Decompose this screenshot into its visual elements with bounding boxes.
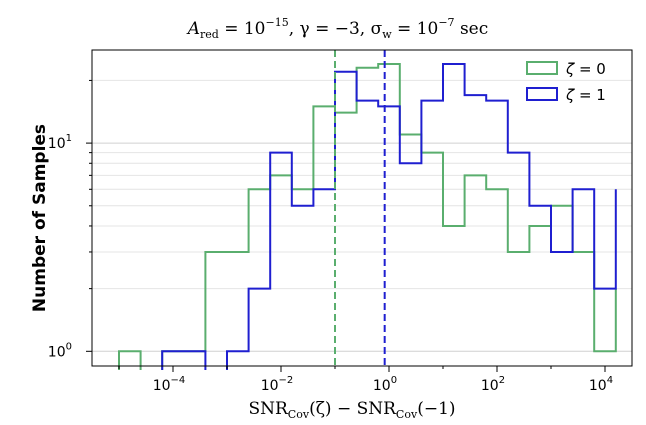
x-tick-label: 100 <box>373 375 397 394</box>
legend-swatch-zeta-0 <box>526 61 558 75</box>
histogram-step-series-1 <box>161 62 617 370</box>
plot-frame <box>91 49 633 367</box>
x-axis-ticks: 10−4 10−2 100 102 104 <box>118 366 613 394</box>
x-tick-label: 102 <box>481 375 505 394</box>
x-tick-label: 10−2 <box>261 375 294 394</box>
histogram-series <box>118 62 617 370</box>
legend-label-zeta-0: ζ = 0 <box>565 60 606 78</box>
legend: ζ = 0 ζ = 1 <box>526 60 606 104</box>
legend-label-zeta-1: ζ = 1 <box>565 86 606 104</box>
median-lines <box>334 50 386 366</box>
chart-title: Ared = 10−15, γ = −3, σw = 10−7 sec <box>186 16 489 41</box>
x-axis-label: SNRCov(ζ) − SNRCov(−1) <box>248 399 455 421</box>
x-tick-label: 10−4 <box>153 375 186 394</box>
histogram-step-series-0 <box>118 62 617 370</box>
gridlines <box>92 79 632 352</box>
legend-swatch-zeta-1 <box>526 87 558 101</box>
y-axis-label: Number of Samples <box>30 124 50 312</box>
y-tick-label: 100 <box>48 341 72 360</box>
x-tick-label: 104 <box>589 375 613 394</box>
y-axis-ticks: 100 101 <box>48 79 92 360</box>
y-tick-label: 101 <box>48 133 72 152</box>
